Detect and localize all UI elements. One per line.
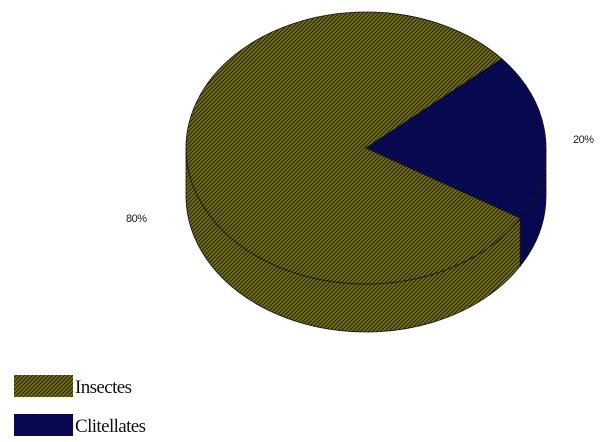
slice-label-clitellates: 20% [573, 134, 594, 146]
pie-slice-insectes [185, 11, 521, 285]
legend-swatch-insectes [14, 375, 73, 397]
pie-group [185, 11, 547, 333]
legend-label-clitellates: Clitellates [75, 416, 146, 437]
slice-label-insectes: 80% [126, 213, 147, 225]
legend: Insectes Clitellates [14, 375, 146, 437]
legend-swatch-clitellates [14, 414, 73, 436]
pie-slice-clitellates [365, 58, 547, 219]
legend-label-insectes: Insectes [75, 377, 132, 398]
